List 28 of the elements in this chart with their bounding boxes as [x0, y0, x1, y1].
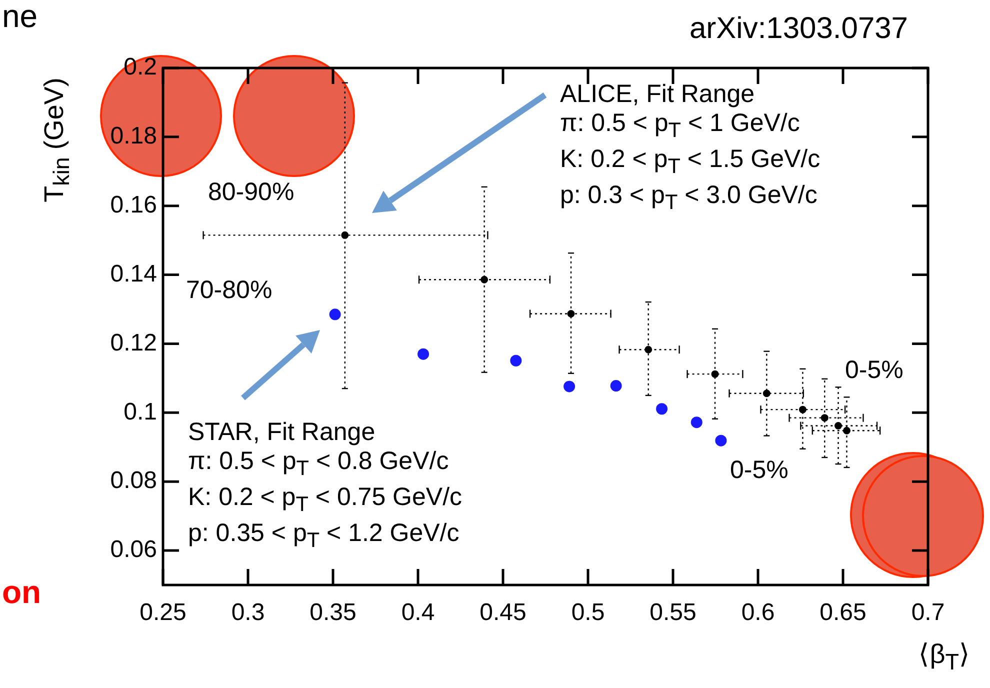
- y-tick-label: 0.1: [124, 398, 157, 426]
- y-tick-label: 0.08: [110, 467, 157, 494]
- x-tick-label: 0.7: [911, 599, 945, 626]
- x-tick-label: 0.4: [401, 599, 435, 626]
- text: arXiv:1303.0737: [690, 12, 908, 45]
- text: on: [2, 574, 42, 610]
- y-tick-label: 0.16: [110, 191, 157, 218]
- text: STAR, Fit Range π: 0.5 < p$_{T}$ < 0.8 GeV/c K: 0.2 < p$_{T}$ < 0.75 GeV/c p: 0.35 < p$_{T}$ < 1.2 GeV/c: [188, 418, 462, 552]
- annotation: 0-5%: [845, 356, 904, 385]
- x-tick-label: 0.6: [741, 599, 775, 626]
- annotation: 70-80%: [186, 276, 272, 305]
- x-tick-label: 0.65: [820, 599, 866, 626]
- x-tick-label: 0.45: [480, 599, 526, 626]
- x-tick-label: 0.35: [310, 599, 356, 626]
- text: ALICE, Fit Range π: 0.5 < p$_{T}$ < 1 GeV/c K: 0.2 < p$_{T}$ < 1.5 GeV/c p: 0.3 < p$_{T}$ < 3.0 GeV/c: [560, 80, 820, 214]
- x-tick-label: 0.3: [231, 599, 265, 626]
- y-tick-label: 0.2: [124, 54, 157, 81]
- x-tick-label: 0.25: [140, 599, 186, 626]
- x-tick-label: 0.5: [571, 599, 605, 626]
- annotation: 0-5%: [730, 456, 788, 485]
- y-tick-label: 0.18: [110, 122, 157, 150]
- x-tick-label: 0.55: [650, 599, 696, 626]
- y-tick-label: 0.14: [110, 260, 157, 288]
- text: ne: [2, 0, 38, 34]
- x-axis-title: ⟨β$_{T}$⟩: [918, 639, 970, 676]
- y-tick-label: 0.12: [110, 329, 157, 356]
- y-tick-label: 0.06: [110, 536, 157, 564]
- annotation: 80-90%: [208, 178, 294, 207]
